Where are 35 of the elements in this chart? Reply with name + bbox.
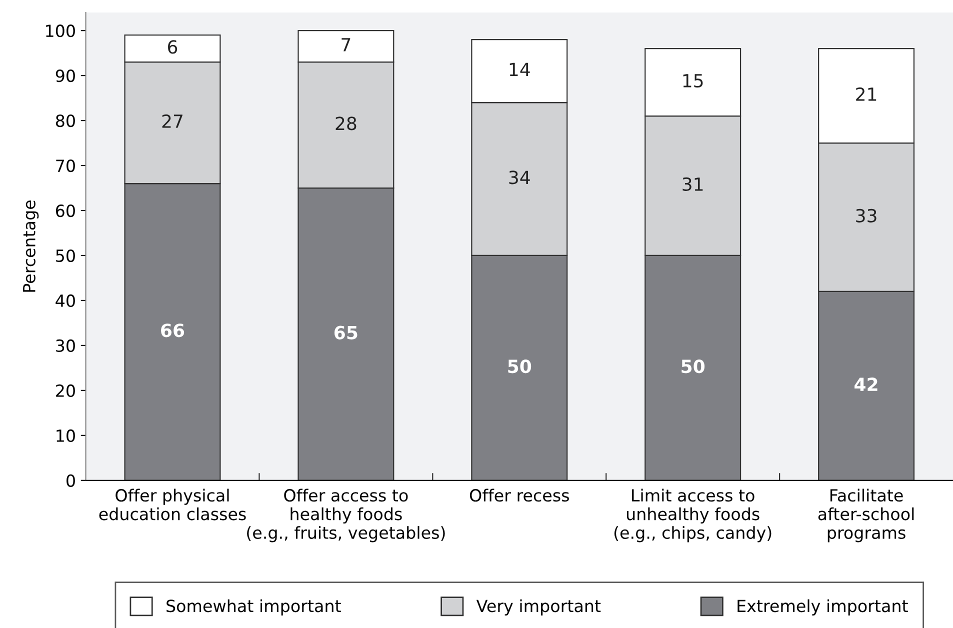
x-tick-label: Facilitate after-school programs bbox=[818, 488, 914, 542]
y-tick-label: 100 bbox=[46, 24, 75, 38]
data-label: 65 bbox=[334, 326, 358, 340]
data-label: 27 bbox=[162, 114, 182, 128]
y-tick-label: 10 bbox=[56, 429, 75, 442]
data-label: 42 bbox=[854, 378, 878, 391]
y-tick-label: 40 bbox=[56, 294, 75, 308]
legend-label: Extremely important bbox=[738, 599, 908, 616]
data-label: 28 bbox=[336, 116, 356, 130]
data-label: 34 bbox=[509, 170, 530, 184]
y-tick-label: 90 bbox=[56, 70, 75, 82]
data-label: 15 bbox=[683, 74, 703, 88]
data-label: 50 bbox=[682, 360, 705, 374]
data-label: 6 bbox=[168, 40, 178, 54]
y-axis-title: Percentage bbox=[23, 200, 39, 292]
x-tick-label: Limit access to unhealthy foods (e.g., chips, candy) bbox=[614, 488, 772, 542]
legend-label: Very important bbox=[476, 599, 601, 616]
data-label: 66 bbox=[161, 324, 184, 338]
y-tick-label: 80 bbox=[56, 114, 75, 128]
x-tick-label: Offer access to healthy foods (e.g., fruits, vegetables) bbox=[247, 488, 445, 542]
y-tick-label: 0 bbox=[66, 474, 75, 487]
data-label: 21 bbox=[856, 87, 876, 101]
y-tick-label: 60 bbox=[56, 204, 75, 218]
data-label: 50 bbox=[508, 360, 532, 374]
data-label: 33 bbox=[856, 208, 876, 222]
y-tick-label: 50 bbox=[56, 249, 75, 262]
y-tick-label: 20 bbox=[56, 384, 75, 398]
x-tick-label: Offer physical education classes bbox=[99, 488, 246, 520]
data-label: 7 bbox=[342, 38, 350, 52]
x-tick-label: Offer recess bbox=[470, 488, 569, 502]
legend-label: Somewhat important bbox=[166, 599, 341, 616]
y-tick-label: 30 bbox=[56, 339, 75, 352]
data-label: 14 bbox=[510, 62, 530, 76]
y-tick-label: 70 bbox=[56, 159, 75, 172]
data-label: 31 bbox=[682, 177, 703, 191]
